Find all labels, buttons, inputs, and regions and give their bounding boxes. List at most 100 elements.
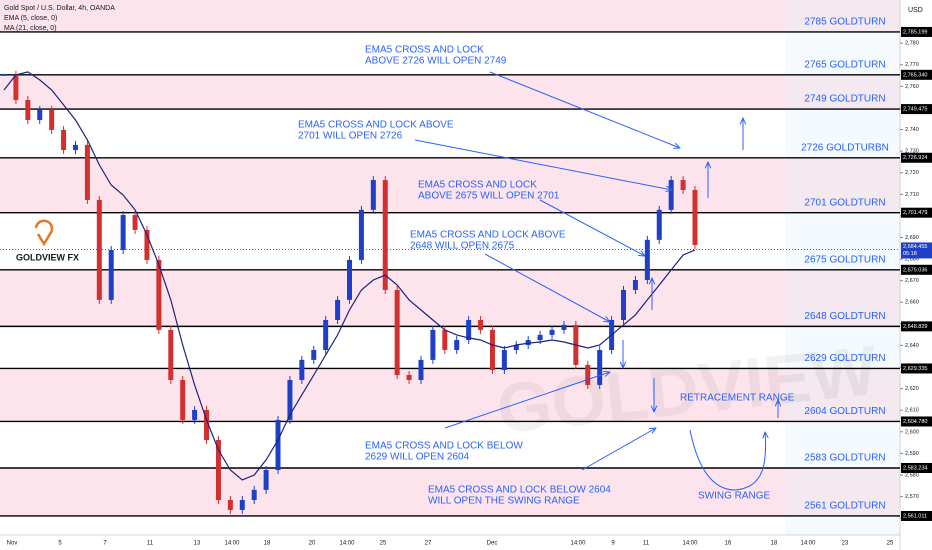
- level-tag: [901, 152, 932, 163]
- logo: GOLDVIEW FX: [16, 252, 79, 262]
- level-label: 2,675.036: [903, 267, 927, 273]
- candle: [680, 180, 686, 190]
- level-tag: [901, 26, 932, 37]
- arrow: [489, 71, 680, 148]
- y-tick-label: 2,680: [905, 257, 919, 263]
- plot: [0, 31, 900, 517]
- candle: [13, 74, 19, 100]
- y-tick-label: 2,570: [905, 494, 919, 500]
- x-tick-label: 14:00: [682, 541, 698, 547]
- y-tick-label: 2,720: [905, 170, 919, 176]
- band: [0, 269, 900, 327]
- level-label: 2,726.924: [903, 155, 927, 161]
- candle: [442, 329, 448, 350]
- level-tag: [901, 363, 932, 374]
- y-tick-label: 2,710: [905, 192, 919, 198]
- candle: [192, 409, 198, 420]
- axis-bg: [900, 0, 932, 550]
- level-tag: [901, 416, 932, 427]
- candle: [108, 250, 114, 300]
- x-tick-label: 25: [887, 541, 894, 547]
- x-tick-label: 7: [103, 541, 107, 547]
- x-tick-label: 16: [725, 541, 732, 547]
- x-tick-label: 14:00: [800, 541, 816, 547]
- level-tag: [901, 69, 932, 80]
- candle: [204, 409, 210, 441]
- candle: [299, 359, 305, 380]
- x-tick-label: 18: [264, 541, 271, 547]
- candle: [358, 209, 364, 260]
- y-tick-label: 2,780: [905, 41, 919, 47]
- x-tick-label: 20: [309, 541, 316, 547]
- level-label: 2,648.829: [903, 324, 927, 330]
- level-label: 2,604.780: [903, 419, 927, 425]
- candle: [239, 500, 245, 510]
- x-tick-label: 9: [611, 541, 615, 547]
- level-name: 2726 GOLDTURBN: [801, 142, 889, 153]
- y-tick-label: 2,690: [905, 235, 919, 241]
- x-tick-label: 25: [380, 541, 387, 547]
- band: [0, 74, 900, 110]
- candle: [597, 349, 603, 385]
- x-tick-label: Dec: [487, 541, 498, 547]
- candle: [549, 329, 555, 335]
- ma-line: [3, 71, 696, 481]
- arrow: [581, 428, 656, 471]
- candle: [561, 324, 567, 330]
- annotations: 2785 GOLDTURN 2765 GOLDTURN 2749 GOLDTURN 2…: [298, 17, 889, 512]
- currency: USD: [908, 7, 923, 14]
- candle: [621, 289, 627, 320]
- x-tick-label: 11: [147, 541, 154, 547]
- y-tick-label: 2,620: [905, 386, 919, 392]
- level-label: 2,583.234: [903, 465, 927, 471]
- level-label: 2,629.335: [903, 366, 927, 372]
- candle: [156, 259, 162, 330]
- band: [0, 0, 900, 32]
- level-tag: [901, 510, 932, 521]
- y-tick-label: 2,760: [905, 84, 919, 90]
- candle: [692, 189, 698, 246]
- candle: [215, 440, 221, 501]
- y-tick-label: 2,610: [905, 408, 919, 414]
- indicator: MA (21, close, 0): [4, 25, 57, 32]
- price-tag: [901, 242, 932, 259]
- candle: [644, 239, 650, 281]
- annotation: RETRACEMENT RANGE: [680, 393, 795, 404]
- annotation: EMA5 CROSS AND LOCK: [365, 45, 484, 56]
- candle: [25, 99, 31, 121]
- annotation: WILL OPEN THE SWING RANGE: [428, 496, 580, 507]
- candle: [478, 319, 484, 330]
- candle: [382, 180, 388, 290]
- level-label: 2,765.340: [903, 72, 927, 78]
- arrow: [414, 139, 672, 190]
- level-label: 2,785.199: [903, 29, 927, 35]
- x-tick-label: Nov: [7, 541, 18, 547]
- annotation: EMA5 CROSS AND LOCK ABOVE: [298, 120, 454, 131]
- candle: [120, 215, 126, 251]
- x-tick-label: 14:00: [570, 541, 586, 547]
- annotation: EMA5 CROSS AND LOCK: [418, 180, 537, 191]
- candle: [656, 209, 662, 240]
- level-name: 2583 GOLDTURN: [804, 453, 885, 464]
- candle: [394, 289, 400, 376]
- x-tick-label: 5: [58, 541, 62, 547]
- annotation: 2629 WILL OPEN 2604: [365, 452, 470, 463]
- y-tick-label: 2,730: [905, 149, 919, 155]
- x-tick-label: 11: [643, 541, 650, 547]
- y-tick-label: 2,670: [905, 278, 919, 284]
- candle: [406, 375, 412, 380]
- candle: [430, 329, 436, 360]
- candle: [668, 180, 674, 210]
- y-tick-label: 2,770: [905, 62, 919, 68]
- arrows: [414, 71, 778, 491]
- level-name: 2749 GOLDTURN: [804, 94, 885, 105]
- y-tick-label: 2,590: [905, 451, 919, 457]
- candle: [287, 379, 293, 420]
- x-tick-label: 13: [194, 541, 201, 547]
- annotation: ABOVE 2726 WILL OPEN 2749: [365, 56, 507, 67]
- level-name: 2765 GOLDTURN: [804, 59, 885, 70]
- y-tick-label: 2,740: [905, 127, 919, 133]
- indicator: EMA (5, close, 0): [4, 15, 57, 22]
- level-name: 2648 GOLDTURN: [804, 311, 885, 322]
